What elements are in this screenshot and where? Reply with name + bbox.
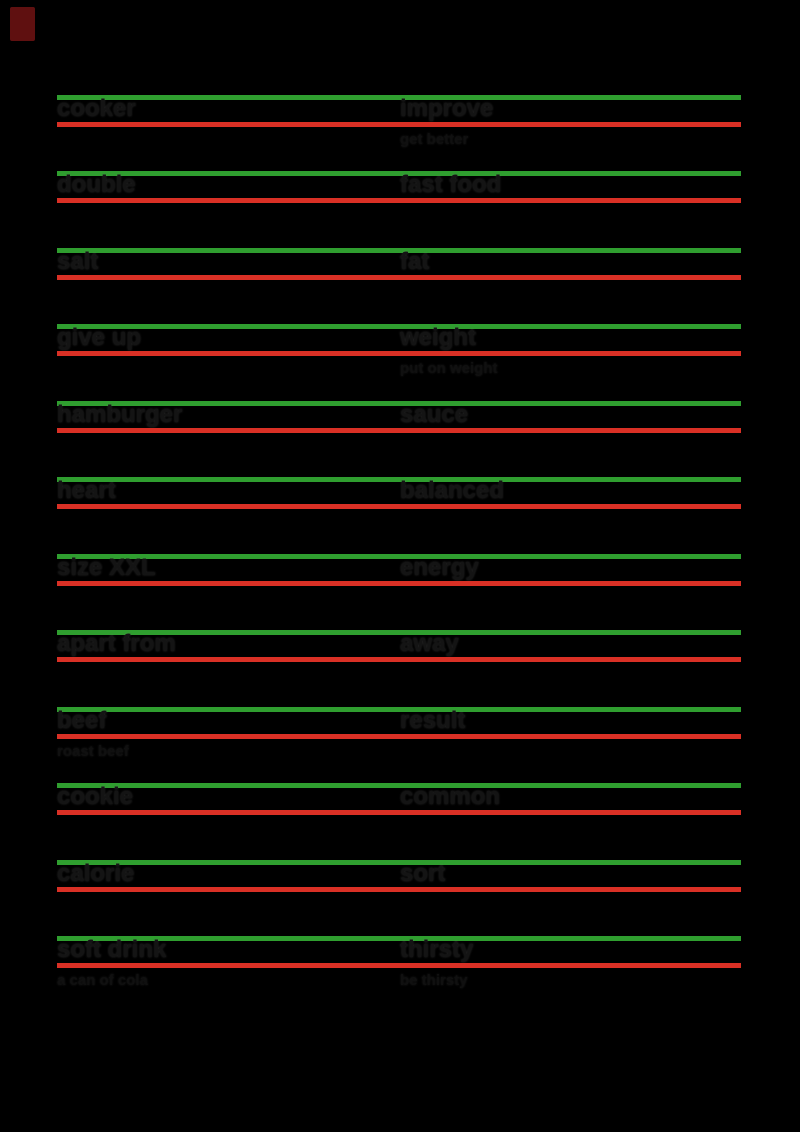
vocab-term-right: fast food bbox=[400, 171, 502, 198]
vocab-term-left: calorie bbox=[57, 860, 135, 887]
vocab-term-left: cookie bbox=[57, 783, 134, 810]
red-divider-line bbox=[57, 428, 741, 433]
vocab-row: soft drink thirsty a can of cola be thir… bbox=[57, 936, 741, 992]
corner-marker bbox=[10, 7, 35, 41]
red-divider-line bbox=[57, 351, 741, 356]
green-divider-line bbox=[57, 324, 741, 329]
green-divider-line bbox=[57, 477, 741, 482]
red-divider-line bbox=[57, 581, 741, 586]
vocab-row: heart balanced bbox=[57, 477, 741, 533]
green-divider-line bbox=[57, 936, 741, 941]
vocab-row: size XXL energy bbox=[57, 554, 741, 610]
vocab-note-left: a can of cola bbox=[57, 972, 148, 989]
vocab-term-left: give up bbox=[57, 324, 142, 351]
vocab-term-left: hamburger bbox=[57, 401, 183, 428]
green-divider-line bbox=[57, 860, 741, 865]
red-divider-line bbox=[57, 887, 741, 892]
vocab-term-right: result bbox=[400, 707, 466, 734]
green-divider-line bbox=[57, 707, 741, 712]
vocab-term-left: beef bbox=[57, 707, 107, 734]
vocab-row: cooker improve get better bbox=[57, 95, 741, 151]
vocab-row: beef result roast beef bbox=[57, 707, 741, 763]
green-divider-line bbox=[57, 630, 741, 635]
red-divider-line bbox=[57, 963, 741, 968]
vocab-term-right: sauce bbox=[400, 401, 469, 428]
vocab-term-right: thirsty bbox=[400, 936, 474, 963]
vocab-row: give up weight put on weight bbox=[57, 324, 741, 380]
red-divider-line bbox=[57, 810, 741, 815]
green-divider-line bbox=[57, 401, 741, 406]
vocab-term-right: energy bbox=[400, 554, 479, 581]
red-divider-line bbox=[57, 657, 741, 662]
green-divider-line bbox=[57, 783, 741, 788]
vocab-term-left: soft drink bbox=[57, 936, 167, 963]
vocab-term-left: size XXL bbox=[57, 554, 156, 581]
red-divider-line bbox=[57, 198, 741, 203]
vocab-term-right: balanced bbox=[400, 477, 505, 504]
red-divider-line bbox=[57, 275, 741, 280]
vocab-term-left: salt bbox=[57, 248, 99, 275]
vocab-row: calorie sort bbox=[57, 860, 741, 916]
vocab-term-left: heart bbox=[57, 477, 116, 504]
vocab-note-right: get better bbox=[400, 131, 469, 148]
vocab-term-left: cooker bbox=[57, 95, 136, 122]
vocab-term-left: double bbox=[57, 171, 136, 198]
vocab-note-left: roast beef bbox=[57, 743, 129, 760]
green-divider-line bbox=[57, 248, 741, 253]
vocab-term-right: improve bbox=[400, 95, 494, 122]
vocab-note-right: be thirsty bbox=[400, 972, 468, 989]
green-divider-line bbox=[57, 95, 741, 100]
red-divider-line bbox=[57, 504, 741, 509]
vocab-row: salt fat bbox=[57, 248, 741, 304]
vocab-row: hamburger sauce bbox=[57, 401, 741, 457]
vocab-term-right: fat bbox=[400, 248, 430, 275]
green-divider-line bbox=[57, 554, 741, 559]
vocab-term-right: common bbox=[400, 783, 501, 810]
vocab-row: apart from away bbox=[57, 630, 741, 686]
red-divider-line bbox=[57, 734, 741, 739]
vocab-term-right: away bbox=[400, 630, 459, 657]
red-divider-line bbox=[57, 122, 741, 127]
vocab-term-right: sort bbox=[400, 860, 446, 887]
green-divider-line bbox=[57, 171, 741, 176]
vocab-row: double fast food bbox=[57, 171, 741, 227]
vocab-note-right: put on weight bbox=[400, 360, 498, 377]
vocab-term-right: weight bbox=[400, 324, 476, 351]
vocab-row: cookie common bbox=[57, 783, 741, 839]
vocab-term-left: apart from bbox=[57, 630, 176, 657]
